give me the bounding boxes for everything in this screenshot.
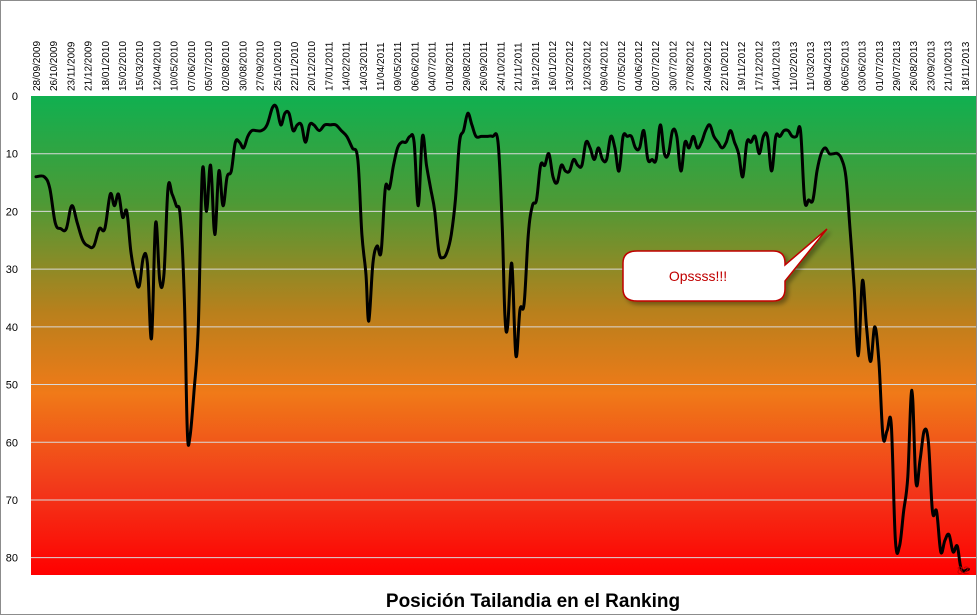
x-tick-label: 22/10/2012: [720, 41, 731, 91]
x-tick-label: 15/03/2010: [135, 41, 146, 91]
x-tick-label: 23/09/2013: [926, 41, 937, 91]
x-tick-label: 07/05/2012: [617, 41, 628, 91]
x-tick-label: 11/03/2013: [806, 41, 817, 91]
series-line: [34, 103, 970, 573]
x-tick-label: 08/04/2013: [823, 41, 834, 91]
x-tick-label: 04/07/2011: [428, 41, 439, 91]
x-tick-label: 03/06/2013: [858, 41, 869, 91]
x-tick-label: 13/02/2012: [565, 41, 576, 91]
x-tick-label: 07/06/2010: [187, 41, 198, 91]
x-tick-label: 27/09/2010: [256, 41, 267, 91]
x-tick-label: 11/04/2011: [376, 42, 387, 91]
x-tick-label: 16/01/2012: [548, 41, 559, 91]
y-tick-label: 40: [6, 322, 18, 334]
x-tick-label: 06/06/2011: [410, 41, 421, 91]
x-tick-label: 01/07/2013: [875, 41, 886, 91]
callout-text: Opssss!!!: [669, 268, 727, 284]
x-tick-label: 14/01/2013: [772, 41, 783, 91]
x-tick-label: 10/05/2010: [170, 41, 181, 91]
x-tick-label: 21/10/2013: [944, 41, 955, 91]
y-tick-label: 0: [12, 91, 18, 103]
callout-annotation: Opssss!!!: [622, 228, 828, 302]
x-tick-label: 21/11/2011: [514, 42, 525, 91]
x-tick-label: 12/04/2010: [152, 41, 163, 91]
x-tick-label: 09/05/2011: [393, 41, 404, 91]
y-tick-label: 10: [6, 149, 18, 161]
x-tick-label: 14/03/2011: [359, 41, 370, 91]
x-tick-label: 26/08/2013: [909, 41, 920, 91]
y-tick-label: 60: [6, 437, 18, 449]
y-tick-label: 50: [6, 380, 18, 392]
x-tick-label: 18/11/2013: [961, 41, 972, 91]
x-tick-label: 22/11/2010: [290, 41, 301, 91]
x-tick-label: 26/09/2011: [479, 41, 490, 91]
x-tick-label: 14/02/2011: [342, 41, 353, 91]
y-tick-label: 30: [6, 264, 18, 276]
x-tick-label: 15/02/2010: [118, 41, 129, 91]
y-tick-label: 20: [6, 206, 18, 218]
x-axis: 28/09/2009 26/10/2009 23/11/2009 21/12/2009…: [32, 41, 972, 91]
x-tick-label: 26/10/2009: [49, 41, 60, 91]
x-tick-label: 23/11/2009: [66, 41, 77, 91]
y-tick-label: 70: [6, 495, 18, 507]
end-value-label: 82: [957, 565, 969, 577]
x-tick-label: 18/01/2010: [101, 41, 112, 91]
x-tick-label: 17/12/2012: [754, 41, 765, 91]
x-tick-label: 29/07/2013: [892, 41, 903, 91]
y-axis: 0 10 20 30 40 50 60 70 80: [6, 91, 18, 565]
y-tick-label: 80: [6, 553, 18, 565]
x-tick-label: 20/12/2010: [307, 41, 318, 91]
x-tick-label: 24/09/2012: [703, 41, 714, 91]
callout-bubble: [622, 228, 828, 302]
x-tick-label: 19/12/2011: [531, 41, 542, 91]
x-tick-label: 28/09/2009: [32, 41, 43, 91]
x-tick-label: 01/08/2011: [445, 41, 456, 91]
x-tick-label: 21/12/2009: [84, 41, 95, 91]
x-tick-label: 30/07/2012: [668, 41, 679, 91]
x-tick-label: 27/08/2012: [686, 41, 697, 91]
x-tick-label: 25/10/2010: [273, 41, 284, 91]
x-tick-label: 06/05/2013: [840, 41, 851, 91]
x-tick-label: 17/01/2011: [324, 41, 335, 91]
x-tick-label: 09/04/2012: [600, 41, 611, 91]
x-tick-label: 30/08/2010: [238, 41, 249, 91]
x-tick-label: 19/11/2012: [737, 41, 748, 91]
x-tick-label: 05/07/2010: [204, 41, 215, 91]
x-tick-label: 12/03/2012: [582, 41, 593, 91]
x-tick-label: 04/06/2012: [634, 41, 645, 91]
x-tick-label: 29/08/2011: [462, 41, 473, 91]
x-tick-label: 24/10/2011: [496, 41, 507, 91]
x-tick-label: 02/08/2010: [221, 41, 232, 91]
x-tick-label: 02/07/2012: [651, 41, 662, 91]
plot-area: [31, 96, 976, 575]
chart-title: Posición Tailandia en el Ranking: [386, 591, 680, 612]
x-tick-label: 11/02/2013: [789, 41, 800, 91]
